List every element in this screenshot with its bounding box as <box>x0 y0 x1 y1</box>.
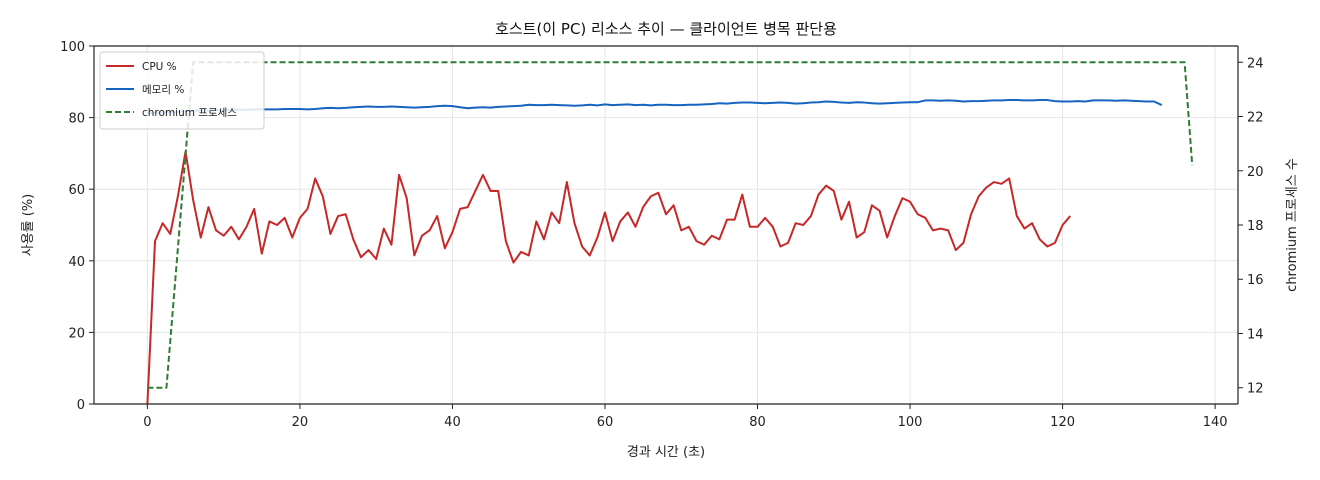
series-line-1 <box>147 99 1163 115</box>
y-tick-label: 40 <box>68 255 85 270</box>
y-tick-label: 0 <box>77 398 85 413</box>
chart-title: 호스트(이 PC) 리소스 추이 — 클라이언트 병목 판단용 <box>495 20 837 38</box>
y2-tick-label: 16 <box>1247 273 1264 288</box>
legend-label-1: 메모리 % <box>142 84 184 96</box>
axes: 0 20 40 60 80 100 120 140 0 20 40 60 80 100 12 14 16 18 20… <box>60 40 1263 430</box>
y2-tick-label: 14 <box>1247 327 1264 342</box>
y2-tick-label: 12 <box>1247 382 1264 397</box>
x-tick-label: 60 <box>597 415 614 430</box>
series-line-2 <box>147 61 1194 389</box>
x-tick-label: 100 <box>898 415 923 430</box>
x-tick-label: 0 <box>143 415 151 430</box>
series-line-0 <box>146 150 1071 405</box>
y2-tick-label: 24 <box>1247 56 1264 71</box>
grid <box>94 45 1238 405</box>
y2-tick-label: 18 <box>1247 219 1264 234</box>
y-tick-label: 20 <box>68 326 85 341</box>
y-tick-label: 80 <box>68 112 85 127</box>
y-tick-label: 60 <box>68 183 85 198</box>
y-tick-label: 100 <box>60 40 85 55</box>
y-axis-label: 사용률 (%) <box>21 194 36 257</box>
y2-tick-label: 20 <box>1247 165 1264 180</box>
x-tick-label: 20 <box>292 415 309 430</box>
x-axis-label: 경과 시간 (초) <box>627 445 705 460</box>
series-layer <box>146 61 1194 405</box>
x-tick-label: 120 <box>1050 415 1075 430</box>
legend: CPU % 메모리 % chromium 프로세스 <box>99 51 265 130</box>
y2-axis-label: chromium 프로세스 수 <box>1285 158 1300 292</box>
legend-box <box>99 51 265 130</box>
x-tick-label: 80 <box>749 415 766 430</box>
x-tick-label: 40 <box>444 415 461 430</box>
legend-label-0: CPU % <box>142 61 177 73</box>
x-tick-label: 140 <box>1203 415 1228 430</box>
legend-label-2: chromium 프로세스 <box>142 107 237 119</box>
y2-tick-label: 22 <box>1247 111 1264 126</box>
